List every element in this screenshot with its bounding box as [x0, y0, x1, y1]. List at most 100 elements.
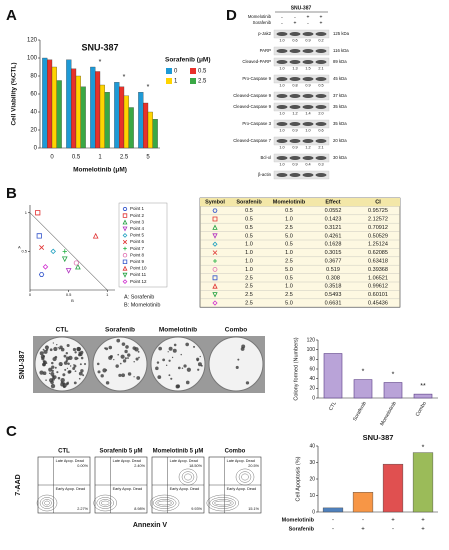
- blot-quant: 2.0: [318, 112, 323, 116]
- panel-letter: B: [6, 185, 17, 202]
- plot-title: CTL: [58, 449, 70, 455]
- colony: [78, 377, 81, 380]
- colony: [50, 372, 55, 376]
- colony: [78, 352, 83, 357]
- blot-label: Cleaved-Caspase 9: [233, 104, 271, 109]
- colony: [127, 353, 131, 357]
- table-background: [199, 197, 401, 308]
- annotation: *: [123, 74, 126, 81]
- quadrant-value: 2.40%: [134, 464, 145, 468]
- table-cell: 1.0: [245, 242, 253, 248]
- colony: [79, 363, 82, 366]
- x-tick-label: 0.5: [72, 155, 81, 161]
- annotation: *: [147, 84, 150, 91]
- point: [73, 260, 79, 266]
- y-tick-label: 30: [309, 460, 315, 466]
- colony: [50, 383, 56, 389]
- legend-label: Point 7: [130, 246, 145, 251]
- table-cell: 1.0: [285, 284, 293, 290]
- bar: [75, 75, 81, 149]
- image-title: CTL: [56, 327, 69, 334]
- colony: [74, 356, 78, 361]
- blot-band: [302, 156, 314, 160]
- blot-quant: 0.9: [292, 163, 297, 167]
- colony: [51, 369, 54, 373]
- colony: [48, 372, 51, 375]
- quadrant-value: 15.1%: [248, 507, 259, 511]
- dish: [208, 336, 264, 392]
- blot-label: β-actin: [258, 172, 272, 177]
- y-axis-label: Cell Apoptosis (%): [295, 456, 301, 501]
- colony: [104, 347, 107, 350]
- bar: [90, 66, 96, 149]
- quadrant-label: Late Apop. Dead: [227, 459, 255, 463]
- colony: [60, 364, 62, 367]
- table-cell: 0.60101: [368, 292, 388, 298]
- blot-quant: 1.0: [279, 84, 284, 88]
- colony: [192, 345, 196, 348]
- image-title: Sorafenib: [105, 327, 135, 334]
- colony: [168, 346, 173, 351]
- table-header: Effect: [325, 200, 340, 206]
- colony: [113, 358, 115, 361]
- x-tick-label: 1: [106, 292, 109, 297]
- blot-kda: 37 kDa: [333, 93, 347, 98]
- legend-label: 0: [174, 69, 178, 75]
- colony: [97, 370, 101, 374]
- table-symbol: [212, 241, 218, 247]
- colony: [57, 376, 61, 380]
- y-tick-label: 80: [30, 74, 37, 80]
- colony: [102, 368, 107, 373]
- blot-title: SNU-387: [291, 5, 312, 11]
- table-cell: 0.3677: [325, 258, 342, 264]
- y-tick-label: 40: [309, 376, 315, 382]
- treatment-sign: +: [391, 518, 395, 524]
- colony: [76, 346, 81, 352]
- y-tick-label: 0: [312, 395, 315, 401]
- bar: [152, 119, 158, 149]
- annotation: **: [420, 383, 426, 390]
- blot-quant: 0.6: [292, 39, 297, 43]
- treatment-sign: +: [361, 527, 365, 533]
- legend-swatch: [166, 68, 172, 74]
- table-cell: 0.45436: [368, 300, 388, 306]
- table-cell: 1.25124: [368, 242, 388, 248]
- contour: [206, 494, 240, 512]
- quadrant-value: 2.27%: [77, 507, 88, 511]
- colony: [69, 365, 72, 367]
- colony: [124, 349, 128, 354]
- colony: [73, 381, 77, 385]
- x-tick-label: Combo: [415, 400, 428, 417]
- blot-band: [289, 49, 301, 53]
- colony: [53, 346, 58, 352]
- cell-line-label: SNU-387: [19, 351, 26, 380]
- image-title: Combo: [225, 327, 247, 334]
- colony: [168, 359, 171, 362]
- legend-label: Point 8: [130, 252, 145, 257]
- blot-band: [315, 94, 327, 98]
- colony: [118, 373, 122, 377]
- colony: [186, 367, 191, 372]
- blot-quant: 0.3: [318, 163, 323, 167]
- colony: [157, 375, 162, 380]
- annotation: *: [392, 371, 395, 378]
- blot-band: [289, 77, 301, 81]
- blot-band: [276, 60, 288, 64]
- colony: [171, 356, 174, 359]
- legend-label: Point 11: [130, 272, 147, 277]
- blot-label: PARP: [260, 48, 272, 53]
- colony: [116, 338, 121, 343]
- legend-title: Sorafenib (μM): [165, 57, 211, 64]
- legend-label: Point 6: [130, 239, 145, 244]
- blot-band: [276, 139, 288, 143]
- table-cell: 0.3518: [325, 284, 342, 290]
- y-tick-label: 40: [309, 443, 315, 449]
- blot-quant: 0.9: [305, 39, 310, 43]
- bar: [322, 507, 344, 513]
- dish: [150, 336, 206, 392]
- blot-band: [289, 156, 301, 160]
- colony: [83, 362, 87, 366]
- treatment-label: Sorafenib: [289, 526, 315, 532]
- blot-quant: 1.2: [305, 146, 310, 150]
- colony: [57, 346, 59, 349]
